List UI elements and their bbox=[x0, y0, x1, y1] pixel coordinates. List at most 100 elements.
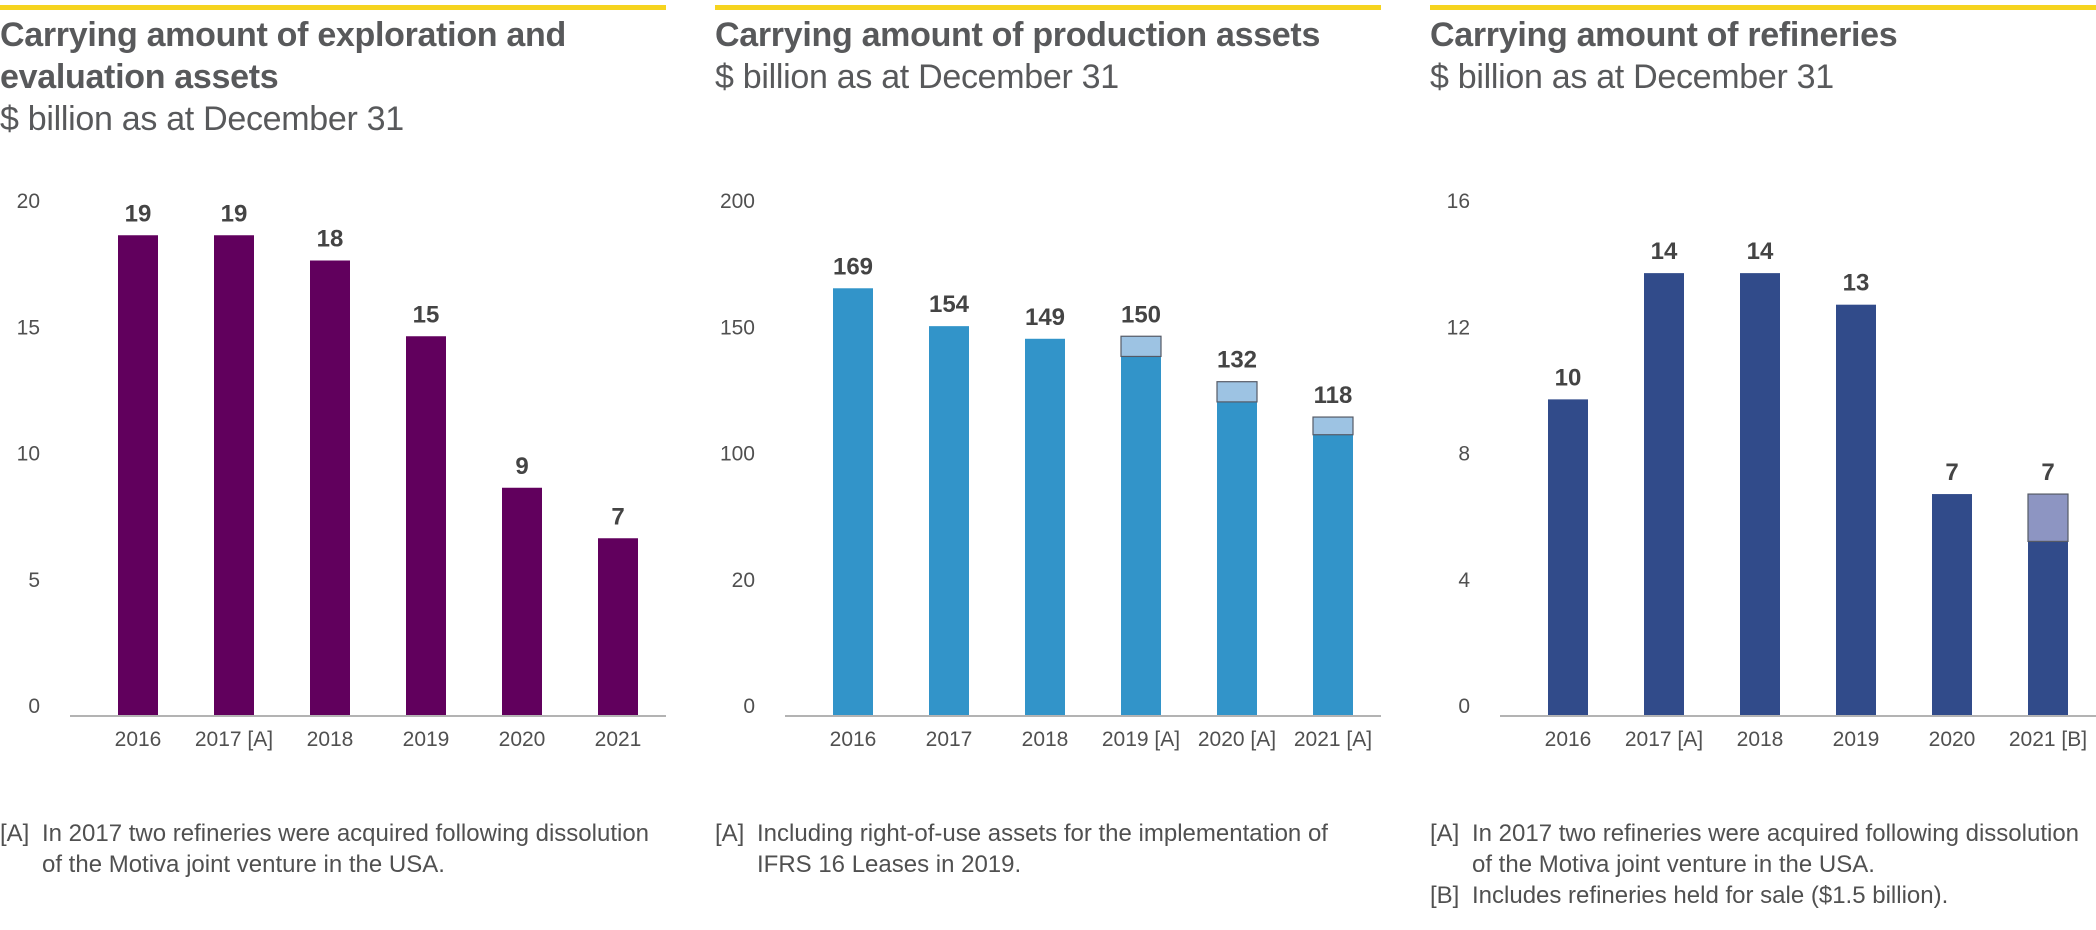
bar bbox=[1644, 273, 1684, 715]
data-label: 10 bbox=[1555, 364, 1582, 391]
x-tick-label: 2018 bbox=[307, 728, 354, 751]
bar bbox=[1548, 399, 1588, 715]
y-tick-label: 10 bbox=[17, 443, 40, 466]
data-label: 149 bbox=[1025, 304, 1065, 331]
bar-segment-secondary bbox=[1216, 381, 1258, 403]
chart-footnotes: [A] In 2017 two refineries were acquired … bbox=[1430, 818, 2096, 911]
footnote-text: Includes refineries held for sale ($1.5 … bbox=[1472, 882, 1949, 909]
x-tick-label: 2017 bbox=[926, 728, 973, 751]
bar bbox=[1313, 434, 1353, 715]
chart-subtitle: $ billion as at December 31 bbox=[0, 100, 404, 138]
bar bbox=[2028, 541, 2068, 715]
bar bbox=[118, 235, 158, 715]
footnote-tag: [A] bbox=[0, 820, 30, 847]
data-label: 132 bbox=[1217, 347, 1257, 374]
bar bbox=[598, 538, 638, 715]
x-tick-label: 2019 [A] bbox=[1102, 728, 1180, 751]
data-label: 19 bbox=[125, 200, 152, 227]
bar-segment-secondary bbox=[1312, 416, 1354, 436]
refineries-bar-chart: 16 12 8 4 0 10 2016 14 2017 [A] 14 2018 13 2019 7 2020… bbox=[1447, 190, 2096, 751]
y-tick-label: 15 bbox=[17, 316, 40, 339]
data-label: 15 bbox=[413, 301, 440, 328]
data-label: 13 bbox=[1843, 270, 1870, 297]
bar bbox=[1217, 401, 1257, 715]
bar bbox=[1932, 494, 1972, 715]
x-tick-label: 2021 [A] bbox=[1294, 728, 1372, 751]
y-tick-label: 5 bbox=[28, 569, 40, 592]
data-label: 7 bbox=[1945, 459, 1958, 486]
chart-title: Carrying amount of exploration and evalu… bbox=[0, 14, 666, 140]
x-tick-label: 2017 [A] bbox=[195, 728, 273, 751]
bar bbox=[1740, 273, 1780, 715]
panel-accent-line bbox=[715, 5, 1381, 10]
y-tick-label: 20 bbox=[17, 190, 40, 213]
footnote-tag: [A] bbox=[715, 820, 745, 847]
data-label: 150 bbox=[1121, 301, 1161, 328]
x-tick-label: 2018 bbox=[1022, 728, 1069, 751]
chart-title-text: Carrying amount of exploration and evalu… bbox=[0, 16, 566, 96]
bar-segment-secondary bbox=[1120, 335, 1162, 358]
x-tick-label: 2020 [A] bbox=[1198, 728, 1276, 751]
bar bbox=[502, 487, 542, 715]
chart-title-text: Carrying amount of refineries bbox=[1430, 16, 1898, 54]
footnote-tag: [A] bbox=[1430, 820, 1460, 847]
x-tick-label: 2020 bbox=[1929, 728, 1976, 751]
exploration-chart-panel: Carrying amount of exploration and evalu… bbox=[0, 0, 670, 930]
y-tick-label: 0 bbox=[28, 695, 40, 718]
panel-accent-line bbox=[1430, 5, 2096, 10]
bar bbox=[1836, 304, 1876, 715]
production-chart-panel: Carrying amount of production assets $ b… bbox=[715, 0, 1385, 930]
x-tick-label: 2020 bbox=[499, 728, 546, 751]
x-tick-label: 2021 [B] bbox=[2009, 728, 2087, 751]
y-tick-label: 12 bbox=[1447, 316, 1470, 339]
bar bbox=[1121, 356, 1161, 715]
data-label: 169 bbox=[833, 253, 873, 280]
y-tick-label: 20 bbox=[732, 569, 755, 592]
footnote: [B] Includes refineries held for sale ($1… bbox=[1430, 880, 2096, 911]
footnote: [A] Including right-of-use assets for the… bbox=[715, 818, 1385, 880]
data-label: 14 bbox=[1651, 238, 1678, 265]
data-label: 7 bbox=[611, 503, 624, 530]
y-tick-label: 100 bbox=[720, 443, 755, 466]
x-tick-label: 2019 bbox=[403, 728, 450, 751]
footnote-text: In 2017 two refineries were acquired fol… bbox=[1472, 820, 2080, 878]
chart-subtitle: $ billion as at December 31 bbox=[1430, 58, 1834, 96]
footnote: [A] In 2017 two refineries were acquired … bbox=[0, 818, 670, 880]
production-bar-chart: 2001501002001692016154201714920181502019… bbox=[720, 190, 1381, 751]
chart-subtitle: $ billion as at December 31 bbox=[715, 58, 1119, 96]
data-label: 19 bbox=[221, 200, 248, 227]
x-tick-label: 2018 bbox=[1737, 728, 1784, 751]
footnote-tag: [B] bbox=[1430, 882, 1460, 909]
y-tick-label: 8 bbox=[1458, 443, 1470, 466]
panel-accent-line bbox=[0, 5, 666, 10]
refineries-chart-panel: Carrying amount of refineries $ billion … bbox=[1430, 0, 2096, 930]
x-tick-label: 2019 bbox=[1833, 728, 1880, 751]
data-label: 14 bbox=[1747, 238, 1774, 265]
chart-title: Carrying amount of production assets $ b… bbox=[715, 14, 1381, 98]
data-label: 7 bbox=[2041, 459, 2054, 486]
chart-title: Carrying amount of refineries $ billion … bbox=[1430, 14, 2096, 98]
x-tick-label: 2021 bbox=[595, 728, 642, 751]
data-label: 118 bbox=[1314, 382, 1353, 409]
bar bbox=[406, 336, 446, 715]
chart-footnotes: [A] In 2017 two refineries were acquired … bbox=[0, 818, 670, 880]
bar bbox=[214, 235, 254, 715]
y-tick-label: 150 bbox=[720, 316, 755, 339]
chart-title-text: Carrying amount of production assets bbox=[715, 16, 1321, 54]
data-label: 9 bbox=[515, 453, 528, 480]
footnote-text: In 2017 two refineries were acquired fol… bbox=[42, 820, 650, 878]
y-tick-label: 4 bbox=[1458, 569, 1470, 592]
x-tick-label: 2016 bbox=[830, 728, 877, 751]
bar bbox=[1025, 338, 1065, 715]
bar bbox=[833, 288, 873, 715]
y-tick-label: 16 bbox=[1447, 190, 1470, 213]
footnote-text: Including right-of-use assets for the im… bbox=[757, 820, 1328, 878]
bar bbox=[929, 326, 969, 715]
bar bbox=[310, 260, 350, 715]
chart-footnotes: [A] Including right-of-use assets for the… bbox=[715, 818, 1385, 880]
y-tick-label: 0 bbox=[743, 695, 755, 718]
data-label: 154 bbox=[929, 291, 970, 318]
y-tick-label: 0 bbox=[1458, 695, 1470, 718]
y-tick-label: 200 bbox=[720, 190, 755, 213]
x-tick-label: 2017 [A] bbox=[1625, 728, 1703, 751]
